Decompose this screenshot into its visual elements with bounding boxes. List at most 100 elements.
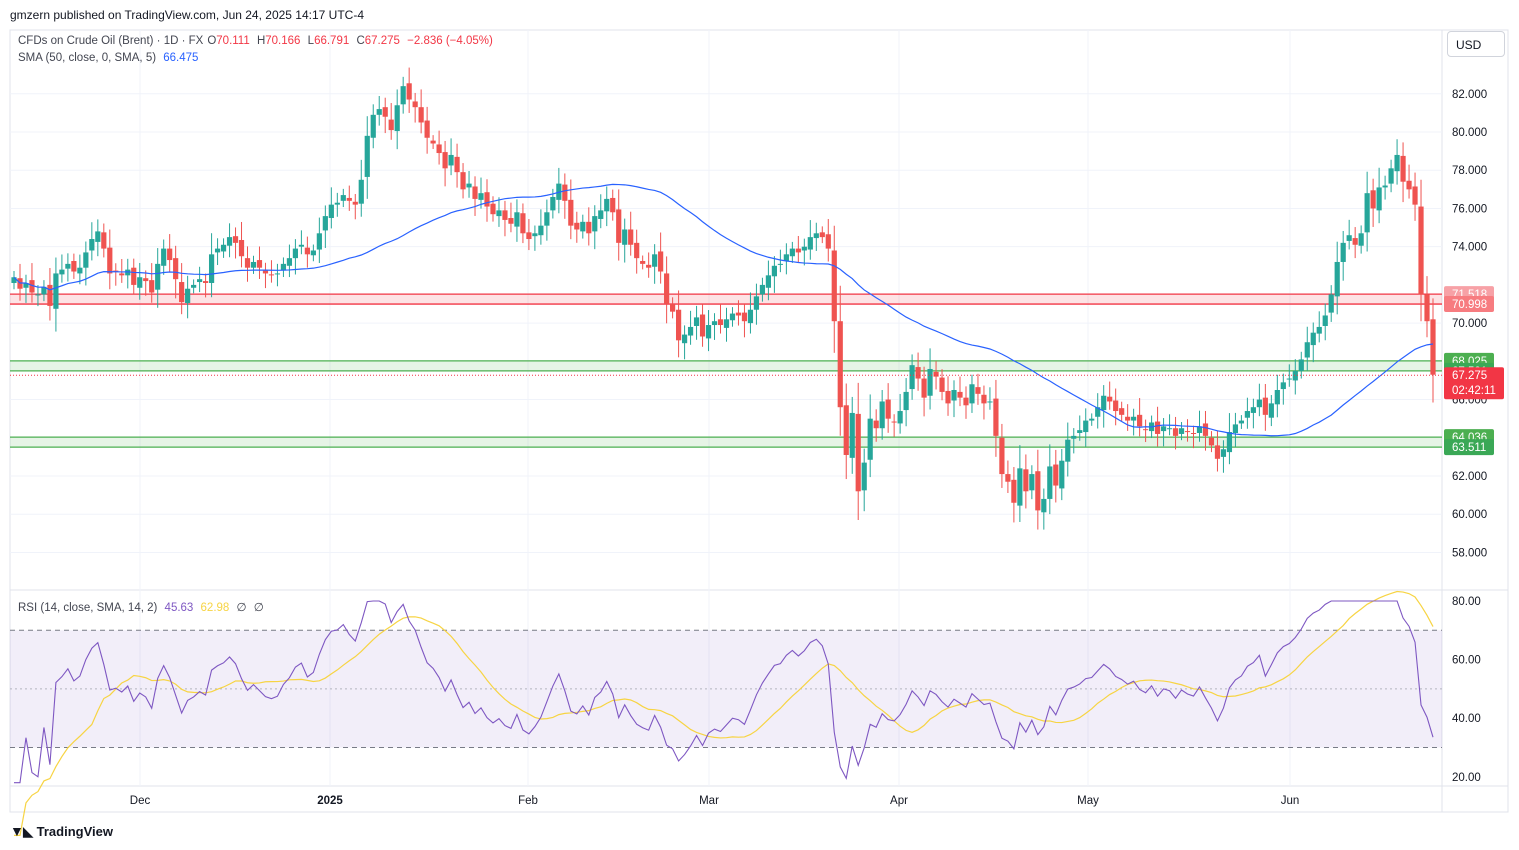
candle [298, 230, 304, 255]
candle [208, 233, 215, 298]
candle [256, 246, 263, 279]
price-tick-label: 60.000 [1452, 509, 1487, 521]
candle-body [1017, 468, 1023, 506]
candle-body [837, 321, 843, 408]
last-price-label: 67.275 [1452, 370, 1487, 382]
candle [538, 209, 544, 245]
candle [191, 279, 197, 294]
candle-body [1095, 407, 1101, 417]
candle [1160, 418, 1167, 447]
candle-body [1154, 421, 1161, 434]
candle [1322, 303, 1328, 341]
symbol-label[interactable]: CFDs on Crude Oil (Brent) · 1D · FX [18, 35, 204, 47]
candle-body [1298, 359, 1304, 371]
candle [340, 188, 346, 208]
candle-body [831, 250, 837, 322]
candle [658, 232, 664, 284]
candle-body [113, 270, 119, 272]
candle [244, 246, 251, 282]
candle-body [1304, 342, 1310, 358]
candle [1208, 431, 1215, 453]
candle [783, 243, 789, 275]
zone-low-label: 63.511 [1452, 442, 1486, 454]
candle-body [514, 212, 520, 227]
candle-body [1274, 390, 1280, 405]
candle [131, 258, 137, 294]
candle [466, 171, 472, 198]
candle [687, 310, 694, 345]
candle-body [939, 377, 945, 392]
candle [586, 207, 592, 246]
candle [1430, 298, 1436, 403]
candle-body [1262, 397, 1268, 415]
candle [675, 290, 682, 358]
candle-body [161, 248, 167, 266]
candle [424, 106, 430, 154]
candle-body [1232, 424, 1239, 434]
candle [795, 235, 801, 263]
candle-body [1382, 185, 1388, 188]
candle-body [1160, 426, 1167, 432]
time-tick-label: Feb [518, 795, 538, 807]
candle [903, 378, 909, 427]
candle-body [717, 319, 724, 326]
candle [394, 89, 400, 150]
candle-body [897, 411, 903, 424]
candle-body [807, 237, 813, 250]
candle-body [1280, 382, 1286, 390]
candle-body [1005, 474, 1011, 482]
candle [532, 225, 538, 251]
candle [1035, 449, 1041, 530]
candle-body [819, 232, 825, 238]
candle-body [1310, 332, 1316, 346]
candle [921, 366, 927, 417]
candle-body [1166, 428, 1173, 430]
time-tick-label: Mar [699, 795, 719, 807]
currency-button[interactable]: USD [1447, 31, 1505, 57]
candle-body [795, 248, 801, 253]
candle [616, 189, 622, 261]
candle-body [179, 282, 185, 303]
candle-body [1292, 370, 1298, 381]
rsi-label[interactable]: RSI (14, close, SMA, 14, 2) [18, 602, 158, 614]
candle [831, 225, 837, 353]
candle-body [765, 275, 772, 288]
candle [1328, 285, 1334, 322]
candle [388, 103, 394, 140]
candle [1406, 164, 1412, 199]
candle-body [1023, 469, 1029, 492]
candle [95, 219, 101, 257]
candle [322, 205, 328, 248]
candle-body [610, 197, 616, 213]
candle [1184, 419, 1191, 442]
candle-body [394, 105, 400, 132]
candle-body [699, 314, 706, 337]
candle [957, 376, 963, 407]
candle-body [1065, 439, 1071, 462]
candle [1334, 241, 1340, 315]
sma-label[interactable]: SMA (50, close, 0, SMA, 5) [18, 52, 157, 64]
candle-body [1244, 411, 1250, 418]
candle-body [723, 319, 730, 328]
candle [1023, 454, 1029, 509]
candle-body [185, 288, 191, 304]
candle-body [310, 250, 316, 256]
candle-body [400, 86, 406, 105]
ohlc-l-value: 66.791 [314, 35, 350, 47]
time-tick-label: Dec [130, 795, 151, 807]
candle-body [538, 225, 544, 236]
candle [376, 95, 382, 126]
candle-body [53, 273, 59, 309]
candle-body [628, 229, 634, 245]
candle [508, 202, 514, 233]
rsi-value: 45.63 [164, 602, 194, 614]
candle [59, 254, 65, 283]
candle-body [472, 186, 478, 199]
candle-body [927, 368, 933, 396]
candle [568, 179, 574, 240]
candle-body [1059, 460, 1065, 489]
candle-body [1184, 431, 1191, 433]
candle [1077, 415, 1083, 441]
candle-body [1077, 430, 1083, 434]
